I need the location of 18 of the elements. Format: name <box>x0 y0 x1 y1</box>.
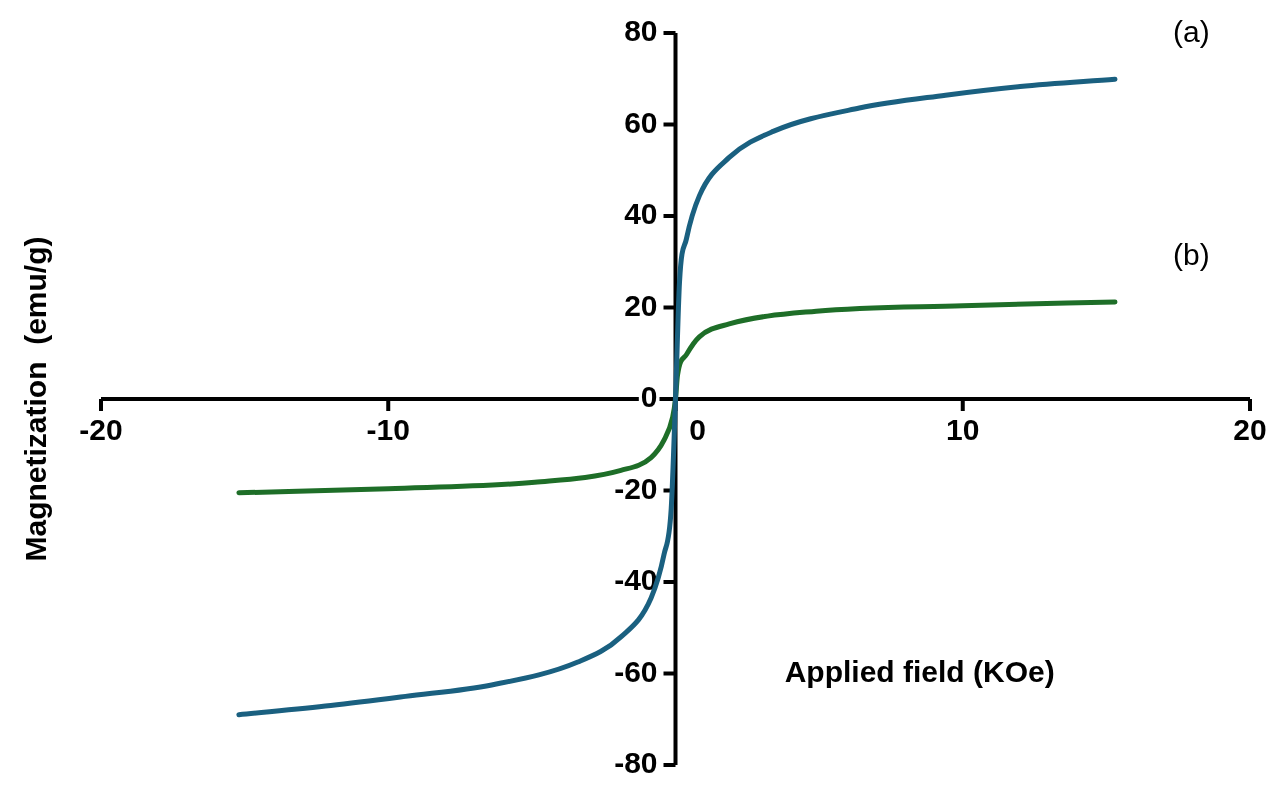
y-tick-label: 40 <box>624 197 658 231</box>
y-tick-label: 0 <box>640 380 658 414</box>
y-tick-label: -40 <box>614 563 658 597</box>
text: (b) <box>1172 238 1210 272</box>
x-tick-label: -10 <box>366 413 410 447</box>
y-tick-label: -80 <box>614 746 658 780</box>
x-tick-label: 0 <box>689 413 706 447</box>
x-tick-label: 10 <box>946 413 980 447</box>
text: (a) <box>1172 15 1210 49</box>
y-tick-label: 80 <box>624 14 658 48</box>
y-tick-label: -60 <box>614 654 658 688</box>
x-tick-label: 20 <box>1233 413 1267 447</box>
y-axis-title: Magnetization (emu/g) <box>19 236 53 562</box>
x-tick-label: -20 <box>79 413 123 447</box>
y-tick-label: 20 <box>624 288 658 322</box>
y-tick-label: 60 <box>624 105 658 139</box>
y-tick-label: -20 <box>614 471 658 505</box>
x-axis-title: Applied field (KOe) <box>784 654 1055 688</box>
